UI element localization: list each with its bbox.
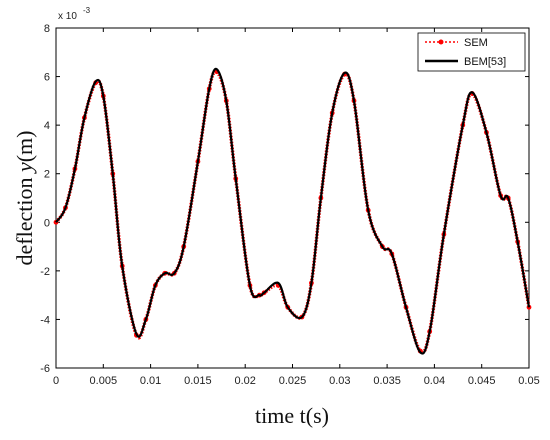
series-layer [53, 67, 532, 355]
x-tick-label: 0.01 [140, 375, 161, 387]
y-tick-label: 4 [44, 120, 50, 132]
legend-bem-label: BEM[53] [464, 56, 506, 68]
x-tick-label: 0.005 [90, 375, 118, 387]
legend-sem-label: SEM [464, 37, 488, 49]
y-axis-title: deflection y(m) [12, 131, 37, 266]
x-tick-label: 0 [53, 375, 59, 387]
x-tick-label: 0.04 [424, 375, 445, 387]
x-tick-label: 0.03 [329, 375, 350, 387]
plot-frame [55, 27, 530, 369]
y-multiplier-base: x 10 [58, 11, 77, 22]
y-tick-label: 8 [44, 23, 50, 35]
legend-sem-marker [438, 39, 444, 45]
x-tick-label: 0.035 [373, 375, 401, 387]
y-multiplier-exponent: -3 [83, 6, 91, 15]
y-tick-label: -2 [40, 266, 50, 278]
series-line-bem [55, 67, 531, 355]
x-tick-label: 0.015 [184, 375, 212, 387]
x-tick-label: 0.02 [234, 375, 255, 387]
y-tick-label: 2 [44, 169, 50, 181]
y-tick-label: -4 [40, 314, 50, 326]
y-axis-title-unit: (m) [12, 131, 37, 163]
y-axis-title-prefix: deflection [12, 172, 37, 265]
y-tick-label: -6 [40, 363, 50, 375]
tick-layer: 0 0.005 0.01 0.015 0.02 0.025 0.03 0.035 0.04 0.0… [40, 23, 539, 387]
y-tick-label: 6 [44, 72, 50, 84]
legend: SEM BEM[53] [417, 32, 526, 72]
x-axis-title: time t(s) [255, 403, 329, 428]
x-tick-label: 0.05 [518, 375, 539, 387]
legend-box [417, 32, 526, 72]
x-tick-label: 0.045 [468, 375, 496, 387]
y-axis-title-variable: y [12, 162, 37, 174]
x-tick-label: 0.025 [279, 375, 307, 387]
y-tick-label: 0 [44, 217, 50, 229]
